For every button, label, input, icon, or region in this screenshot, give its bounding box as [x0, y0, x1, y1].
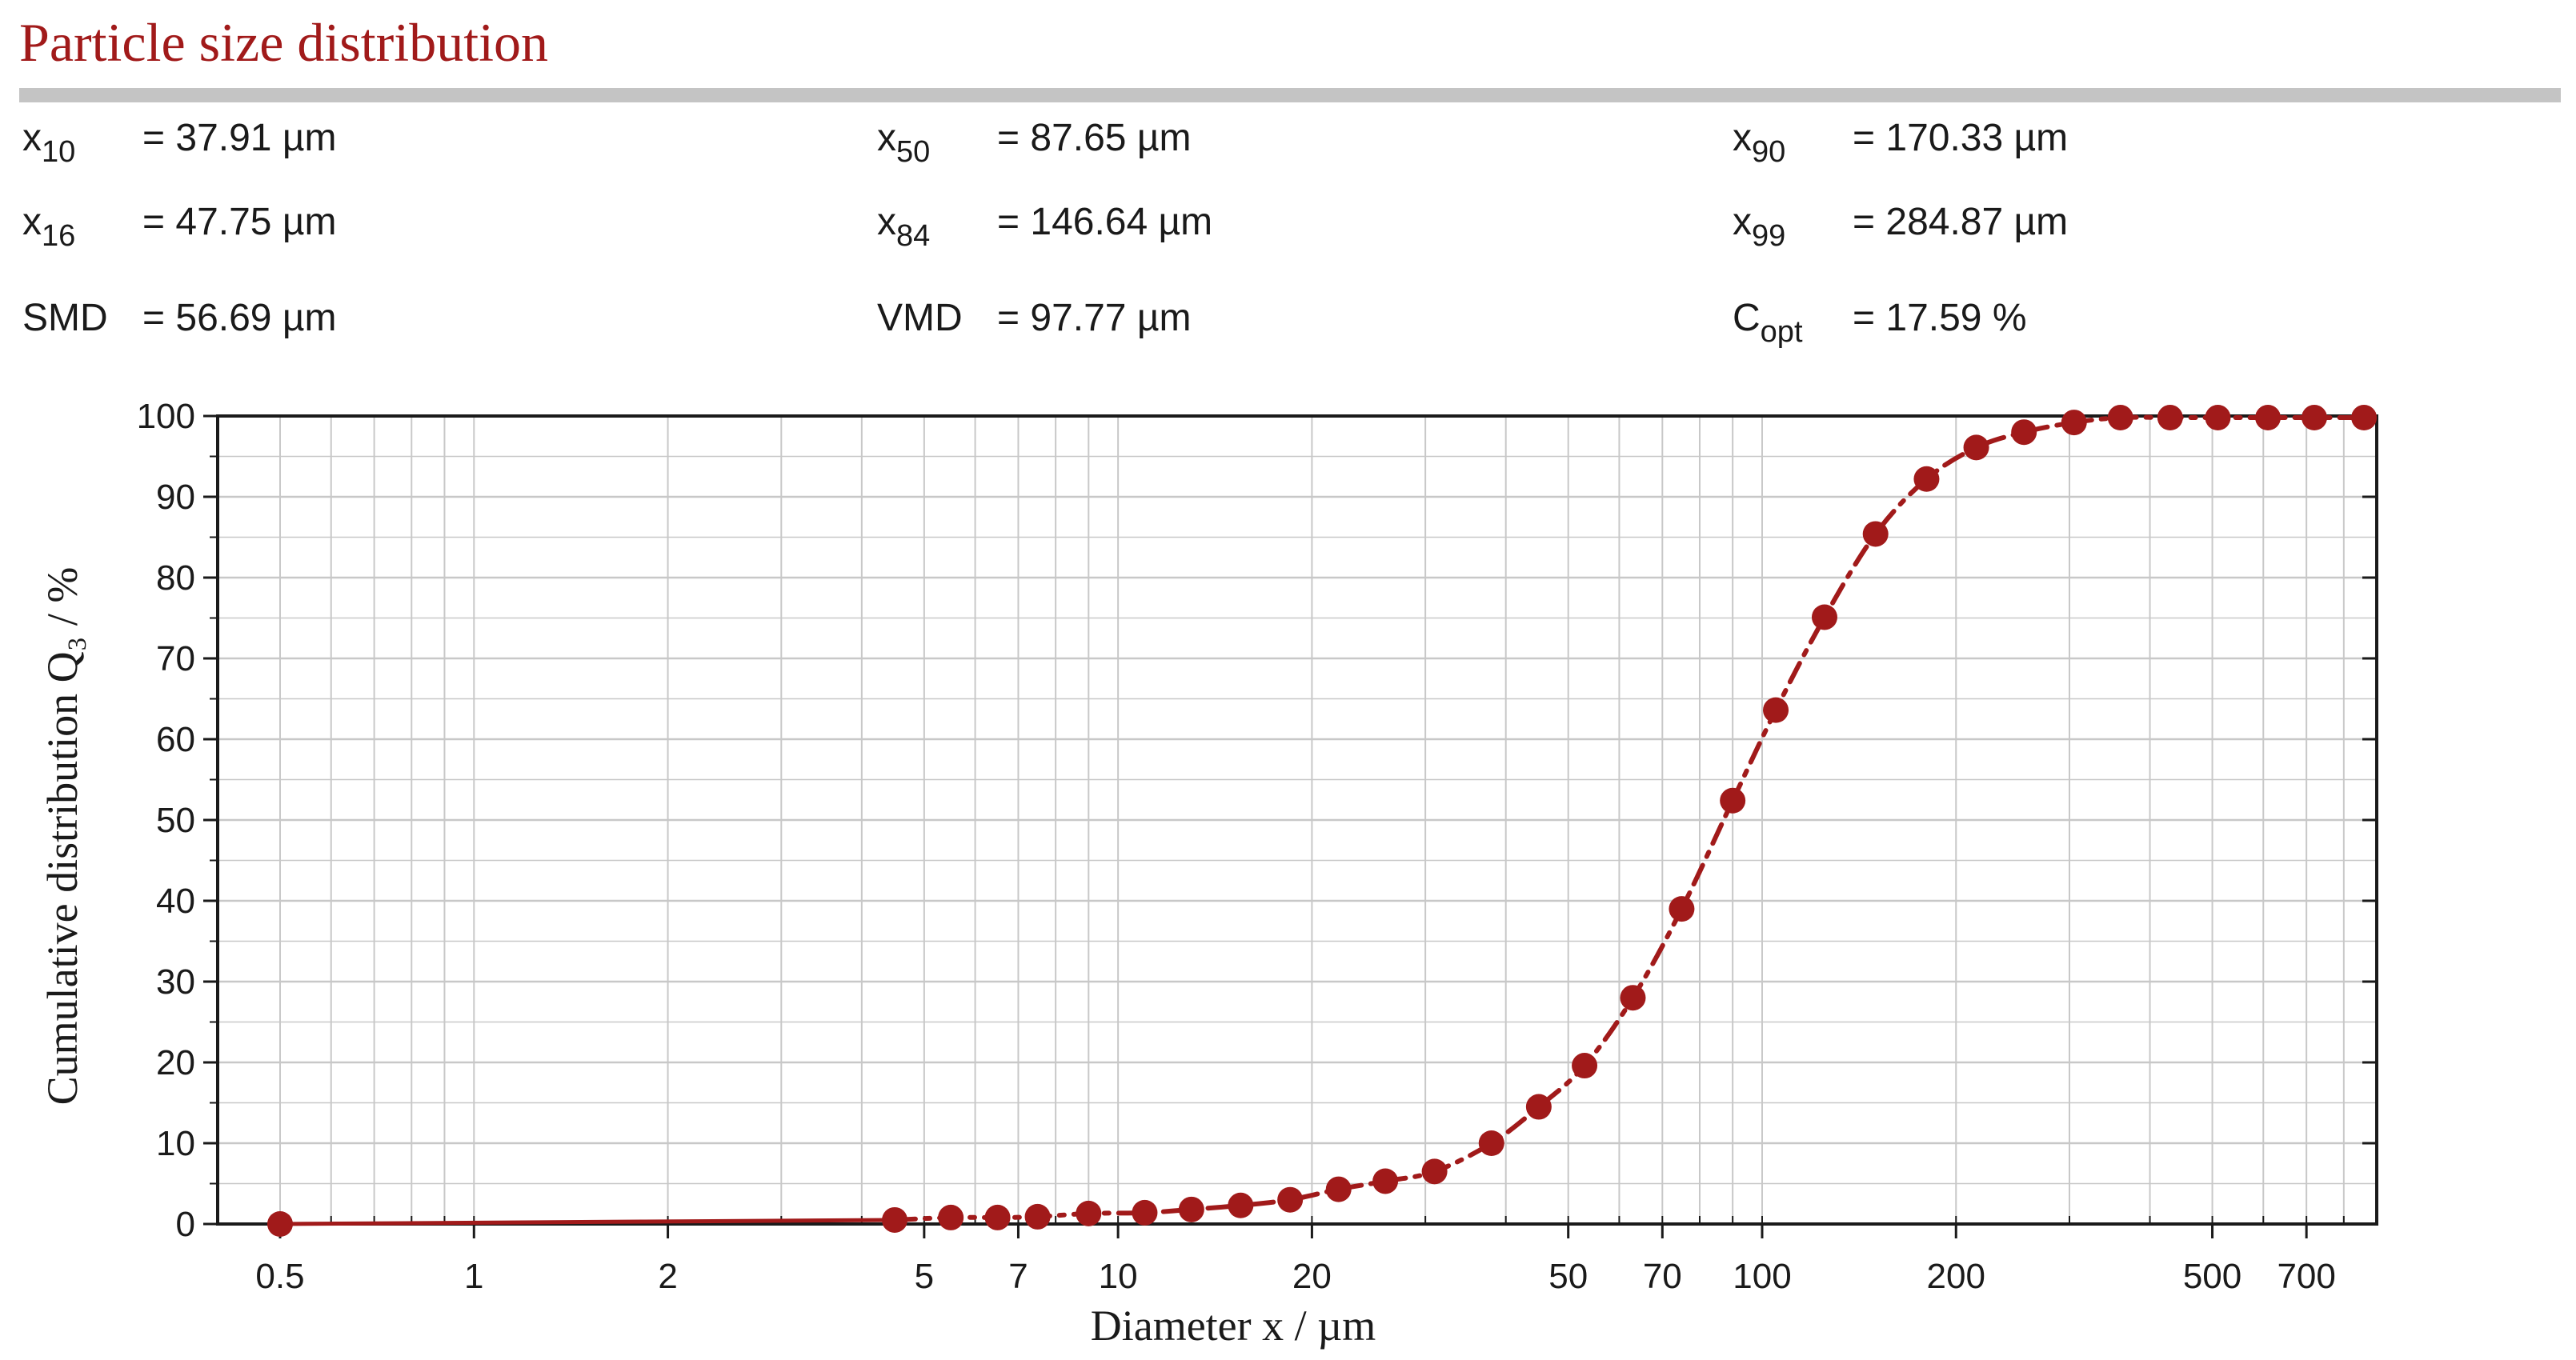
data-point [1325, 1176, 1352, 1202]
stat-symbol: x16 [22, 201, 76, 253]
y-tick-label: 0 [176, 1205, 195, 1244]
y-tick-label: 60 [156, 720, 195, 759]
data-point [1372, 1168, 1399, 1194]
series-line-low [279, 1218, 895, 1226]
stat-value: = 17.59 % [1853, 297, 2027, 339]
data-point [1525, 1094, 1552, 1120]
title-divider [19, 88, 2561, 102]
y-tick-label: 80 [156, 558, 195, 598]
data-point [1478, 1130, 1504, 1156]
data-point [1178, 1196, 1204, 1222]
data-point [984, 1204, 1011, 1230]
data-point [1669, 896, 1695, 922]
x-tick-label: 50 [1548, 1257, 1588, 1296]
data-point [1862, 521, 1889, 547]
stat-value: = 97.77 µm [997, 297, 1192, 339]
y-tick-label: 50 [156, 801, 195, 840]
stat-symbol: VMD [877, 297, 963, 339]
stat-symbol: x84 [877, 201, 931, 253]
data-point [1421, 1158, 1448, 1185]
stat-symbol: Copt [1733, 297, 1803, 349]
y-tick-label: 20 [156, 1043, 195, 1082]
data-point [2255, 405, 2282, 431]
data-point [2061, 410, 2087, 436]
x-tick-label: 700 [2277, 1257, 2335, 1296]
x-tick-label: 100 [1733, 1257, 1791, 1296]
stat-symbol: SMD [22, 297, 108, 339]
data-point [2205, 405, 2231, 431]
series-line [892, 414, 2367, 1222]
stat-value: = 170.33 µm [1853, 117, 2069, 159]
x-tick-label: 2 [658, 1257, 677, 1296]
x-tick-label: 7 [1008, 1257, 1028, 1296]
y-tick-label: 90 [156, 478, 195, 517]
y-tick-label: 100 [137, 397, 195, 436]
data-point [1620, 985, 1646, 1011]
y-tick-label: 40 [156, 882, 195, 921]
x-tick-label: 500 [2183, 1257, 2241, 1296]
data-point [1277, 1186, 1304, 1213]
y-axis-title: Cumulative distribution Q₃ / % [38, 567, 86, 1106]
data-point [938, 1204, 964, 1230]
data-point [1228, 1192, 1254, 1218]
data-point [266, 1211, 293, 1237]
page-title: Particle size distribution [19, 12, 548, 73]
y-tick-label: 30 [156, 962, 195, 1002]
x-tick-label: 200 [1927, 1257, 1985, 1296]
data-point [1024, 1203, 1051, 1230]
stat-value: = 284.87 µm [1853, 201, 2069, 243]
data-point [2157, 405, 2183, 431]
stat-symbol: x90 [1733, 117, 1786, 169]
x-tick-label: 0.5 [255, 1257, 304, 1296]
x-tick-label: 5 [915, 1257, 934, 1296]
data-point [1963, 434, 1989, 461]
stat-value: = 56.69 µm [142, 297, 337, 339]
data-point [1763, 697, 1789, 723]
data-point [1913, 466, 1940, 492]
x-tick-label: 70 [1643, 1257, 1682, 1296]
stat-symbol: x10 [22, 117, 76, 169]
y-tick-label: 10 [156, 1124, 195, 1163]
stat-symbol: x99 [1733, 201, 1786, 253]
data-point [2351, 405, 2378, 431]
y-tick-label: 70 [156, 639, 195, 678]
x-tick-label: 20 [1292, 1257, 1332, 1296]
data-point [2011, 419, 2037, 446]
data-point [1076, 1200, 1102, 1226]
data-point [1811, 604, 1837, 630]
x-axis-title: Diameter x / µm [1091, 1302, 1376, 1350]
stat-symbol: x50 [877, 117, 931, 169]
stat-value: = 47.75 µm [142, 201, 337, 243]
x-tick-label: 1 [464, 1257, 483, 1296]
data-point [2302, 405, 2328, 431]
data-point [1720, 787, 1746, 814]
data-point [882, 1206, 908, 1233]
data-point [1572, 1053, 1598, 1079]
stat-value: = 87.65 µm [997, 117, 1192, 159]
x-tick-label: 10 [1099, 1257, 1138, 1296]
data-point [2107, 405, 2133, 431]
stat-value: = 146.64 µm [997, 201, 1213, 243]
stat-value: = 37.91 µm [142, 117, 337, 159]
data-point [1132, 1199, 1158, 1226]
